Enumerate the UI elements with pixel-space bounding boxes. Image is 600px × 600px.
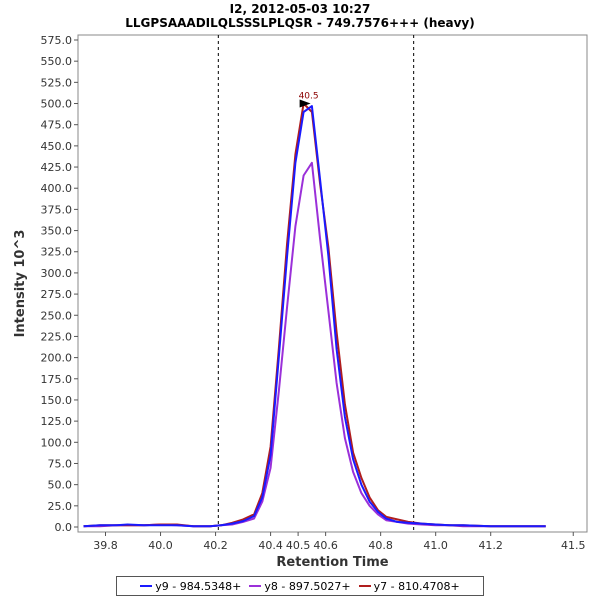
- y-axis-label: Intensity 10^3: [13, 230, 28, 338]
- x-tick-label: 41.5: [561, 539, 586, 552]
- x-tick-label: 40.8: [368, 539, 393, 552]
- x-tick-label: 40.0: [148, 539, 173, 552]
- annotation-layer: 40.5: [299, 92, 319, 108]
- legend: y9 - 984.5348+ y8 - 897.5027+ y7 - 810.470…: [116, 576, 484, 596]
- y-tick-label: 375.0: [41, 203, 73, 216]
- y-tick-label: 475.0: [41, 119, 73, 132]
- y-tick-label: 550.0: [41, 55, 73, 68]
- y-tick-label: 350.0: [41, 225, 73, 238]
- y-tick-label: 75.0: [48, 457, 73, 470]
- x-tick-label: 41.0: [423, 539, 448, 552]
- y-tick-label: 300.0: [41, 267, 73, 280]
- peak-label: 40.5: [299, 92, 319, 102]
- x-tick-label: 40.6: [313, 539, 338, 552]
- x-tick-label: 40.4: [258, 539, 283, 552]
- y-tick-label: 25.0: [48, 500, 73, 513]
- legend-item: y7 - 810.4708+: [358, 579, 460, 593]
- x-tick-label: 40.5: [286, 539, 311, 552]
- x-tick-label: 39.8: [93, 539, 118, 552]
- legend-label: y8 - 897.5027+: [264, 579, 351, 593]
- series-line-y9: [83, 105, 546, 528]
- chart-title-block: I2, 2012-05-03 10:27 LLGPSAAADILQLSSSLPL…: [0, 2, 600, 30]
- x-tick-label: 41.2: [478, 539, 503, 552]
- y-tick-label: 575.0: [41, 34, 73, 47]
- legend-swatch: [140, 585, 153, 587]
- legend-item: y9 - 984.5348+: [140, 580, 241, 593]
- y-tick-label: 450.0: [41, 140, 73, 153]
- y-tick-label: 275.0: [41, 288, 73, 301]
- y-tick-label: 225.0: [41, 330, 73, 343]
- y-tick-label: 50.0: [48, 479, 73, 492]
- chart-title: I2, 2012-05-03 10:27: [229, 2, 371, 16]
- peak-marker-arrow: [299, 99, 311, 108]
- legend-swatch: [249, 585, 262, 587]
- legend-label: y7 - 810.4708+: [373, 579, 460, 593]
- y-tick-label: 175.0: [41, 373, 73, 386]
- y-tick-label: 150.0: [41, 394, 73, 407]
- axes-layer: 0.0 25.0 50.0 75.0 100.0 125.0 150.0 175.0 200.0…: [13, 34, 588, 570]
- legend-swatch: [358, 585, 371, 587]
- y-tick-label: 525.0: [41, 76, 73, 89]
- x-tick-label: 40.2: [203, 539, 228, 552]
- y-tick-label: 325.0: [41, 246, 73, 259]
- legend-item: y8 - 897.5027+: [249, 579, 351, 593]
- y-tick-label: 0.0: [55, 521, 73, 534]
- y-tick-label: 500.0: [41, 98, 73, 111]
- series-layer: [83, 102, 546, 528]
- y-tick-label: 400.0: [41, 182, 73, 195]
- y-tick-label: 125.0: [41, 415, 73, 428]
- x-axis-label: Retention Time: [276, 555, 388, 570]
- y-tick-label: 200.0: [41, 352, 73, 365]
- y-tick-label: 425.0: [41, 161, 73, 174]
- y-tick-label: 100.0: [41, 436, 73, 449]
- y-tick-label: 250.0: [41, 309, 73, 322]
- legend-label: y9 - 984.5348+: [155, 579, 242, 593]
- chart-subtitle: LLGPSAAADILQLSSSLPLQSR - 749.7576+++ (he…: [125, 16, 475, 30]
